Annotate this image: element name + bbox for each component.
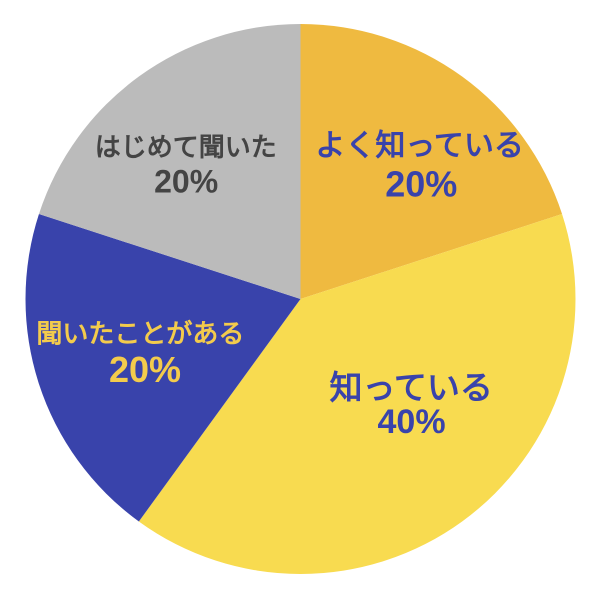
svg-text:知っている: 知っている <box>330 369 493 406</box>
svg-text:20%: 20% <box>109 349 181 390</box>
svg-text:40%: 40% <box>378 403 446 441</box>
svg-text:はじめて聞いた: はじめて聞いた <box>95 132 277 162</box>
svg-text:20%: 20% <box>154 163 218 199</box>
svg-text:20%: 20% <box>385 163 457 204</box>
svg-text:聞いたことがある: 聞いたことがある <box>36 318 244 348</box>
svg-text:よく知っている: よく知っている <box>315 129 524 162</box>
